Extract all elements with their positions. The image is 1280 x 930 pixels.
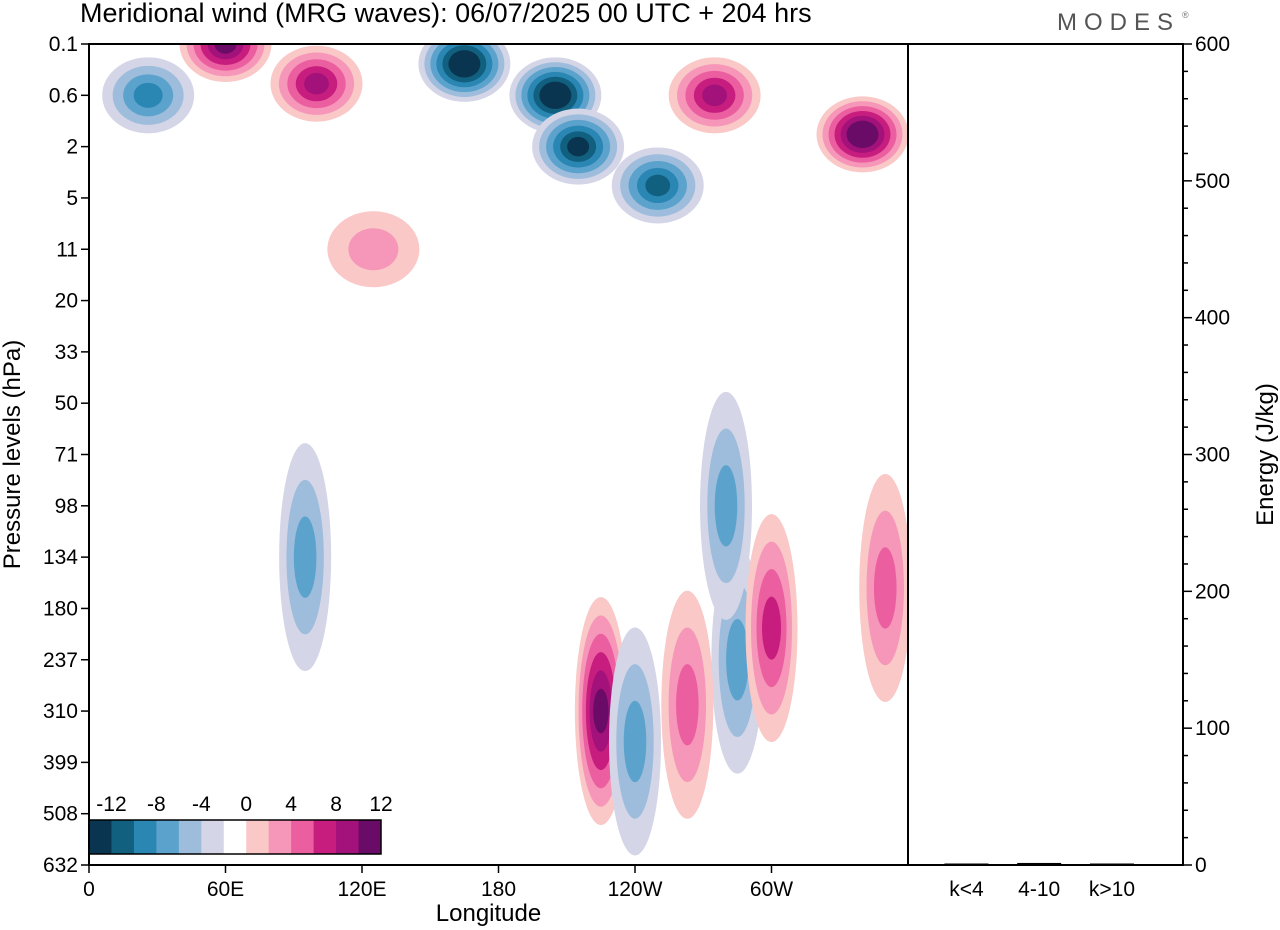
x-axis-label: Longitude (436, 900, 541, 927)
y-tick-label: 33 (55, 341, 78, 364)
colorbar-swatch (313, 820, 337, 854)
x-tick-label: 120W (608, 878, 663, 901)
y-tick-label: 237 (43, 649, 78, 672)
colorbar-label: 0 (240, 793, 252, 816)
contour-cell (348, 228, 399, 271)
energy-tick-label: 600 (1195, 33, 1230, 56)
y-tick-label: 5 (66, 187, 78, 210)
colorbar-swatch (246, 820, 270, 854)
contour-cell (726, 619, 749, 701)
colorbar-swatch (336, 820, 360, 854)
y-tick-label: 11 (56, 238, 78, 261)
contour-cell (623, 700, 647, 783)
plot-frame (88, 43, 909, 866)
colorbar-swatch (201, 820, 225, 854)
x-tick-label: 0 (83, 878, 95, 901)
energy-panel: 0 100 200 300 400 500 600 k<4 4-10 k>10 Energy (J/… (907, 33, 1279, 901)
contour-cell (214, 44, 237, 54)
contour-cell (293, 516, 317, 598)
energy-tick-label: 300 (1195, 444, 1230, 467)
energy-axis-label: Energy (J/kg) (1252, 383, 1279, 526)
contour-cell (304, 72, 329, 95)
x-tick-label: 120E (337, 878, 386, 901)
colorbar-swatch (111, 820, 135, 854)
contour-cell (762, 596, 781, 660)
energy-bar (1017, 862, 1062, 865)
contour-cell (676, 664, 699, 746)
y-tick-label: 0.1 (49, 33, 78, 56)
colorbar-label: 12 (369, 793, 392, 816)
energy-tick-label: 200 (1195, 580, 1230, 603)
colorbar-swatch (133, 820, 157, 854)
energy-tick-label: 500 (1195, 170, 1230, 193)
colorbar-swatch (358, 820, 382, 854)
colorbar-label: 4 (285, 793, 297, 816)
y-axis-label: Pressure levels (hPa) (0, 340, 26, 569)
colorbar-swatch (223, 820, 247, 854)
energy-tick-label: 0 (1195, 854, 1207, 877)
y-tick-label: 399 (43, 751, 78, 774)
logo-registered-mark: ® (1182, 10, 1189, 20)
energy-bar (1089, 863, 1134, 865)
axes: 0.1 0.6 2 5 11 20 33 50 71 98 134 180 237 310 399 508 63… (0, 33, 909, 927)
contour-cell (645, 174, 671, 197)
colorbar-label: -8 (147, 793, 166, 816)
contour-cell (873, 547, 897, 629)
colorbar: -12 -8 -4 0 4 8 12 (88, 793, 393, 855)
contour-cell (454, 54, 475, 73)
contour-cell (545, 86, 566, 105)
energy-bar (944, 863, 989, 865)
y-tick-label: 134 (43, 546, 78, 569)
energy-tick-label: 100 (1195, 717, 1230, 740)
colorbar-label: -4 (192, 793, 211, 816)
colorbar-swatch (156, 820, 180, 854)
x-tick-label: 60W (750, 878, 793, 901)
y-tick-label: 71 (55, 444, 78, 467)
colorbar-swatch (89, 820, 112, 854)
contour-cell (852, 125, 873, 144)
contour-cell (133, 82, 163, 108)
colorbar-label: 8 (330, 793, 342, 816)
y-tick-label: 0.6 (49, 84, 78, 107)
contour-field (102, 44, 908, 856)
energy-frame (907, 43, 1184, 866)
colorbar-swatch (178, 820, 202, 854)
colorbar-swatch (291, 820, 315, 854)
contour-cell (714, 465, 738, 547)
x-tick-label: 60E (207, 878, 244, 901)
energy-category-label: k<4 (949, 878, 984, 901)
modes-logo: MODES (1057, 9, 1181, 36)
y-tick-label: 2 (66, 136, 78, 159)
contour-cell (567, 136, 590, 157)
energy-category-label: 4-10 (1018, 878, 1060, 901)
contour-cell (702, 84, 728, 107)
y-tick-label: 98 (55, 495, 78, 518)
contour-cell (593, 688, 609, 734)
colorbar-swatch (268, 820, 292, 854)
y-tick-label: 310 (43, 700, 78, 723)
y-tick-label: 508 (43, 803, 78, 826)
colorbar-label: -12 (96, 793, 126, 816)
y-tick-label: 180 (43, 597, 78, 620)
y-tick-label: 632 (43, 854, 78, 877)
energy-tick-label: 400 (1195, 307, 1230, 330)
chart-title: Meridional wind (MRG waves): 06/07/2025 … (80, 0, 812, 28)
x-tick-label: 180 (481, 878, 516, 901)
energy-category-label: k>10 (1089, 878, 1135, 901)
y-tick-label: 20 (55, 290, 78, 313)
y-tick-label: 50 (55, 392, 78, 415)
